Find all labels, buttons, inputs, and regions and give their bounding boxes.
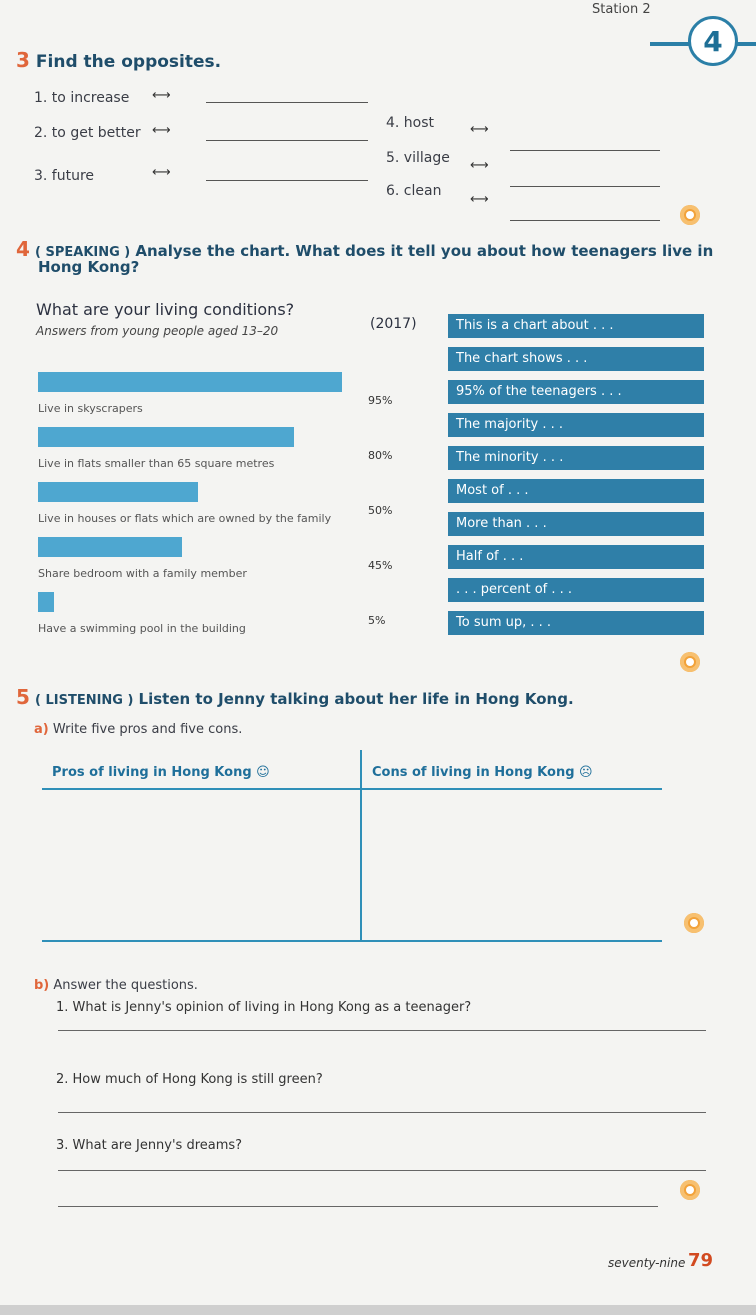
answer-blank-1[interactable] — [206, 102, 368, 103]
ex4-number: 4 — [16, 237, 30, 261]
arrow-icon: ⟷ — [470, 158, 489, 173]
answer-blank-2[interactable] — [206, 140, 368, 141]
ex3-item-5: 5. village — [386, 150, 450, 166]
ex5a-label: a) — [34, 722, 49, 737]
chart-value-label: 5% — [368, 614, 386, 627]
ex4-title-2: Hong Kong? — [38, 258, 140, 276]
answer-line-4[interactable] — [58, 1206, 658, 1207]
answer-line-3[interactable] — [58, 1170, 706, 1171]
ex4-heading: 4 ( SPEAKING ) Analyse the chart. What d… — [16, 237, 736, 261]
page-number-words: seventy-nine — [608, 1256, 686, 1270]
answer-line-1[interactable] — [58, 1030, 706, 1031]
cons-header: Cons of living in Hong Kong ☹ — [372, 765, 593, 780]
ex5a: a) Write five pros and five cons. — [34, 722, 242, 737]
arrow-icon: ⟷ — [152, 123, 171, 138]
station-label: Station 2 — [592, 2, 651, 17]
phrase-box: To sum up, . . . — [448, 611, 704, 635]
ex3-item-6: 6. clean — [386, 183, 442, 199]
phrase-box: More than . . . — [448, 512, 704, 536]
arrow-icon: ⟷ — [152, 165, 171, 180]
pros-header: Pros of living in Hong Kong ☺ — [52, 765, 270, 780]
table-divider — [360, 750, 362, 942]
phrase-box: 95% of the teenagers . . . — [448, 380, 704, 404]
progress-dot-icon — [684, 913, 704, 933]
chart-bar — [38, 372, 342, 392]
answer-blank-6[interactable] — [510, 220, 660, 221]
question-3: 3. What are Jenny's dreams? — [56, 1138, 243, 1153]
answer-blank-4[interactable] — [510, 150, 660, 151]
chart-value-label: 80% — [368, 449, 393, 462]
arrow-icon: ⟷ — [470, 192, 489, 207]
ex3-item-1: 1. to increase — [34, 90, 130, 106]
ex3-item-4: 4. host — [386, 115, 435, 131]
phrase-box: The chart shows . . . — [448, 347, 704, 371]
table-bottom-line — [42, 940, 662, 942]
phrase-box: . . . percent of . . . — [448, 578, 704, 602]
ex5b-text: Answer the questions. — [53, 978, 198, 993]
chart-category-label: Live in skyscrapers — [38, 402, 143, 415]
phrase-box: Most of . . . — [448, 479, 704, 503]
ex3-item-3: 3. future — [34, 168, 95, 184]
arrow-icon: ⟷ — [152, 88, 171, 103]
phrase-box: This is a chart about . . . — [448, 314, 704, 338]
ex5b-label: b) — [34, 978, 50, 993]
ex5-heading: 5 ( LISTENING ) Listen to Jenny talking … — [16, 685, 574, 709]
chart-value-label: 45% — [368, 559, 393, 572]
chart-category-label: Live in flats smaller than 65 square met… — [38, 457, 275, 470]
ex5b: b) Answer the questions. — [34, 978, 198, 993]
chart-category-label: Share bedroom with a family member — [38, 567, 247, 580]
ex5a-text: Write five pros and five cons. — [52, 722, 243, 737]
chart-bar — [38, 537, 182, 557]
ex5-number: 5 — [16, 685, 30, 709]
page-number: 79 — [688, 1250, 714, 1271]
phrase-box: Half of . . . — [448, 545, 704, 569]
chart-value-label: 50% — [368, 504, 393, 517]
progress-dot-icon — [680, 652, 700, 672]
progress-dot-icon — [680, 1180, 700, 1200]
phrase-box: The minority . . . — [448, 446, 704, 470]
chart-subtitle: Answers from young people aged 13–20 — [36, 324, 279, 338]
page-edge — [0, 1305, 756, 1315]
ex5-tag: ( LISTENING ) — [35, 693, 134, 708]
arrow-icon: ⟷ — [470, 122, 489, 137]
chart-bar — [38, 427, 294, 447]
phrase-box: The majority . . . — [448, 413, 704, 437]
ex3-heading: 3 Find the opposites. — [16, 48, 221, 72]
answer-blank-5[interactable] — [510, 186, 660, 187]
question-2: 2. How much of Hong Kong is still green? — [56, 1072, 323, 1087]
chart-title: What are your living conditions? — [36, 300, 295, 319]
ex5-title: Listen to Jenny talking about her life i… — [138, 690, 574, 708]
ex4-title: Analyse the chart. What does it tell you… — [135, 242, 714, 260]
question-1: 1. What is Jenny's opinion of living in … — [56, 1000, 472, 1015]
cons-cell[interactable] — [366, 796, 658, 936]
chart-bar — [38, 592, 54, 612]
table-top-line — [42, 788, 662, 790]
answer-line-2[interactable] — [58, 1112, 706, 1113]
answer-blank-3[interactable] — [206, 180, 368, 181]
chart-category-label: Have a swimming pool in the building — [38, 622, 246, 635]
chart-year: (2017) — [370, 316, 417, 332]
chart-category-label: Live in houses or flats which are owned … — [38, 512, 332, 525]
ex3-number: 3 — [16, 48, 30, 72]
chart-value-label: 95% — [368, 394, 393, 407]
progress-dot-icon — [680, 205, 700, 225]
unit-badge: 4 — [688, 16, 738, 66]
ex4-tag: ( SPEAKING ) — [35, 245, 131, 260]
ex3-item-2: 2. to get better — [34, 125, 141, 141]
ex3-title: Find the opposites. — [35, 52, 222, 72]
pros-cell[interactable] — [48, 796, 354, 936]
chart-bar — [38, 482, 198, 502]
